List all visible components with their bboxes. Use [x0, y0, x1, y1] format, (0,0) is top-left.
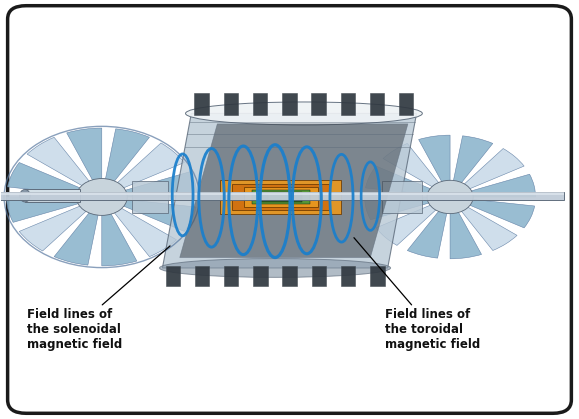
Wedge shape: [67, 128, 102, 181]
Bar: [370, 266, 384, 286]
Bar: [0, 191, 564, 200]
Wedge shape: [365, 166, 431, 195]
Wedge shape: [8, 163, 80, 194]
Wedge shape: [123, 199, 196, 231]
Bar: [399, 93, 413, 115]
FancyBboxPatch shape: [8, 6, 571, 413]
Bar: [195, 93, 209, 115]
Bar: [283, 266, 297, 286]
Ellipse shape: [427, 180, 473, 214]
Bar: [0, 192, 564, 195]
Wedge shape: [6, 197, 79, 222]
Wedge shape: [464, 148, 524, 189]
Wedge shape: [408, 211, 447, 258]
Bar: [253, 93, 267, 115]
Polygon shape: [163, 114, 416, 268]
Bar: [253, 266, 267, 286]
Bar: [252, 190, 310, 204]
Wedge shape: [102, 213, 137, 266]
Ellipse shape: [160, 259, 391, 277]
Bar: [312, 266, 326, 286]
Wedge shape: [471, 174, 536, 197]
Bar: [382, 181, 422, 212]
Bar: [370, 93, 384, 115]
Wedge shape: [54, 212, 98, 265]
Wedge shape: [469, 199, 534, 228]
Ellipse shape: [20, 189, 30, 202]
Bar: [25, 189, 80, 202]
Wedge shape: [383, 143, 439, 187]
Wedge shape: [105, 129, 149, 182]
Ellipse shape: [76, 178, 127, 215]
Wedge shape: [19, 206, 87, 251]
Bar: [341, 266, 356, 286]
Bar: [220, 180, 342, 214]
Text: Field lines of
the toroidal
magnetic field: Field lines of the toroidal magnetic fie…: [354, 238, 480, 351]
Bar: [267, 194, 294, 200]
Bar: [282, 93, 296, 115]
Text: Field lines of
the solenoidal
magnetic field: Field lines of the solenoidal magnetic f…: [27, 246, 170, 351]
Bar: [25, 190, 80, 194]
Bar: [224, 266, 239, 286]
Wedge shape: [117, 143, 184, 188]
Wedge shape: [450, 212, 482, 259]
Bar: [223, 93, 238, 115]
Wedge shape: [124, 172, 197, 197]
Bar: [232, 184, 329, 210]
Polygon shape: [179, 124, 408, 258]
Wedge shape: [114, 208, 177, 257]
Bar: [340, 93, 355, 115]
Wedge shape: [419, 135, 450, 182]
Wedge shape: [376, 205, 437, 246]
Bar: [195, 266, 209, 286]
Bar: [260, 192, 302, 202]
Bar: [132, 181, 168, 212]
Wedge shape: [365, 197, 430, 220]
Wedge shape: [453, 136, 493, 183]
Wedge shape: [461, 207, 517, 251]
Bar: [312, 93, 326, 115]
Bar: [166, 266, 180, 286]
Wedge shape: [27, 137, 90, 186]
Bar: [244, 187, 318, 207]
Ellipse shape: [185, 102, 422, 125]
